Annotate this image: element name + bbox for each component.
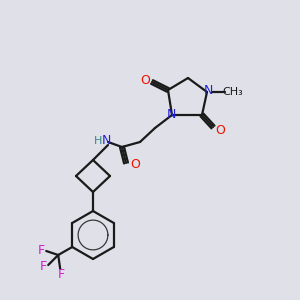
Text: N: N [166,107,176,121]
Text: H: H [94,136,102,146]
Text: F: F [38,244,45,256]
Text: N: N [101,134,111,148]
Text: F: F [40,260,47,272]
Text: F: F [58,268,65,281]
Text: O: O [215,124,225,136]
Text: O: O [130,158,140,172]
Text: O: O [140,74,150,86]
Text: N: N [203,85,213,98]
Text: CH₃: CH₃ [223,87,243,97]
